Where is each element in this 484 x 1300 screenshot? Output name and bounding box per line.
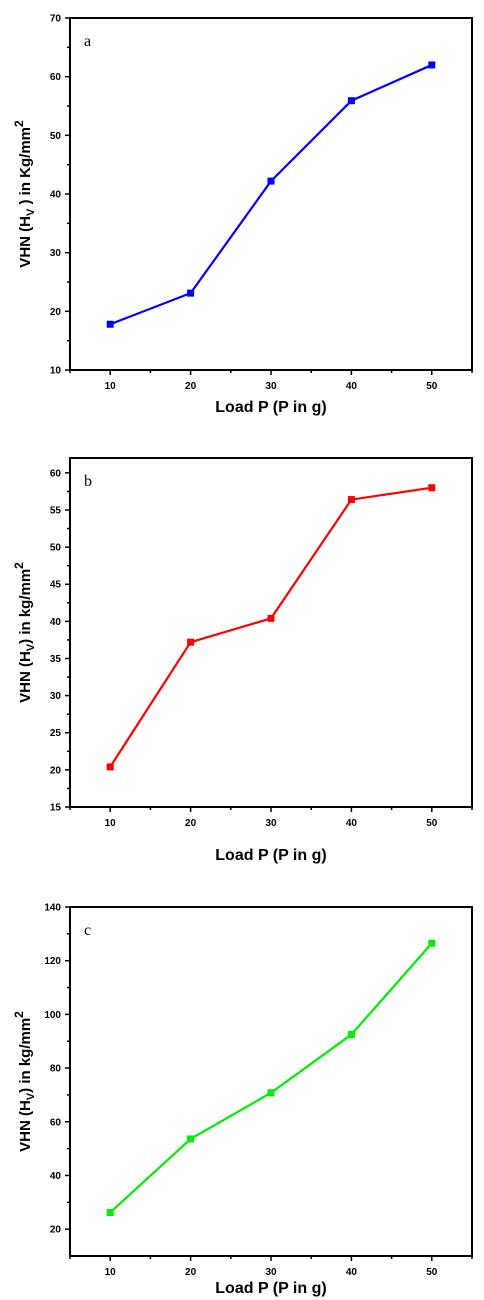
- y-axis-label: VHN (HV) in kg/mm2: [12, 562, 37, 703]
- x-tick-label: 20: [185, 1267, 197, 1278]
- y-tick-label: 60: [50, 1117, 62, 1128]
- data-point: [187, 289, 195, 297]
- x-axis-label: Load P (P in g): [215, 1280, 326, 1297]
- x-tick-label: 40: [346, 818, 358, 829]
- plot-frame: [69, 906, 473, 1257]
- y-tick-label: 40: [50, 190, 62, 201]
- y-tick-label: 140: [44, 903, 61, 914]
- series-line: [109, 63, 433, 326]
- data-point: [187, 638, 195, 646]
- panel-letter: a: [84, 33, 91, 50]
- data-point: [428, 484, 436, 492]
- data-point: [267, 1089, 275, 1097]
- x-tick-label: 50: [426, 381, 438, 392]
- y-tick-label: 55: [50, 505, 62, 516]
- data-point: [428, 61, 436, 69]
- data-point: [106, 763, 114, 771]
- data-point: [187, 1135, 195, 1143]
- y-axis-label: VHN (HV) in kg/mm2: [12, 1011, 37, 1152]
- data-point: [267, 177, 275, 185]
- data-point: [428, 939, 436, 947]
- y-tick-label: 10: [50, 366, 62, 377]
- data-point: [347, 496, 355, 504]
- y-tick-label: 15: [50, 803, 62, 814]
- y-tick-label: 40: [50, 1171, 62, 1182]
- chart-panel-b: 15 20 25 30 35 40 45 50 55 60 10 20 30 40 50 b Load P (P…: [0, 440, 484, 880]
- x-tick-label: 50: [426, 818, 438, 829]
- y-tick-label: 35: [50, 654, 62, 665]
- y-tick-label: 20: [50, 307, 62, 318]
- plot-frame: [69, 457, 473, 808]
- y-tick-label: 60: [50, 72, 62, 83]
- x-tick-label: 40: [346, 381, 358, 392]
- data-point: [347, 97, 355, 105]
- chart-c-svg: 20 40 60 80 100 120 140 10 20 30 40 50 c Load P (P in…: [12, 903, 473, 1297]
- y-tick-label: 80: [50, 1064, 62, 1075]
- y-tick-label: 20: [50, 765, 62, 776]
- series-line: [109, 486, 432, 768]
- y-tick-label: 100: [44, 1010, 61, 1021]
- x-axis-label: Load P (P in g): [215, 847, 326, 864]
- data-point: [347, 1031, 355, 1039]
- x-tick-label: 10: [105, 1267, 117, 1278]
- chart-panel-c: 20 40 60 80 100 120 140 10 20 30 40 50 c Load P (P in…: [0, 890, 484, 1300]
- y-tick-label: 30: [50, 248, 62, 259]
- x-tick-label: 30: [265, 818, 277, 829]
- x-tick-label: 30: [265, 381, 277, 392]
- x-tick-label: 30: [265, 1267, 277, 1278]
- y-tick-label: 60: [50, 468, 62, 479]
- x-tick-label: 10: [105, 818, 117, 829]
- y-axis-label: VHN (HV ) in Kg/mm2: [12, 120, 37, 268]
- x-tick-label: 20: [185, 818, 197, 829]
- chart-b-svg: 15 20 25 30 35 40 45 50 55 60 10 20 30 40 50 b Load P (P…: [12, 457, 473, 864]
- y-tick-label: 70: [50, 14, 62, 25]
- panel-letter: c: [84, 922, 91, 939]
- y-tick-label: 25: [50, 728, 62, 739]
- y-tick-label: 40: [50, 617, 62, 628]
- chart-a-svg: 10 20 30 40 50 60 70 10 20 30 40 50 a Load P (P in g)…: [12, 14, 473, 416]
- y-tick-label: 20: [50, 1225, 62, 1236]
- data-point: [106, 320, 114, 328]
- data-point: [267, 614, 275, 622]
- x-tick-label: 50: [426, 1267, 438, 1278]
- y-tick-label: 120: [44, 956, 61, 967]
- x-tick-label: 10: [105, 381, 117, 392]
- chart-panel-a: 10 20 30 40 50 60 70 10 20 30 40 50 a Load P (P in g)…: [0, 0, 484, 420]
- y-tick-label: 50: [50, 131, 62, 142]
- y-tick-label: 30: [50, 691, 62, 702]
- y-tick-label: 45: [50, 580, 62, 591]
- panel-letter: b: [84, 473, 92, 490]
- series-line: [109, 942, 433, 1214]
- data-point: [106, 1209, 114, 1217]
- x-tick-label: 20: [185, 381, 197, 392]
- y-tick-label: 50: [50, 543, 62, 554]
- x-tick-label: 40: [346, 1267, 358, 1278]
- x-axis-label: Load P (P in g): [215, 399, 326, 416]
